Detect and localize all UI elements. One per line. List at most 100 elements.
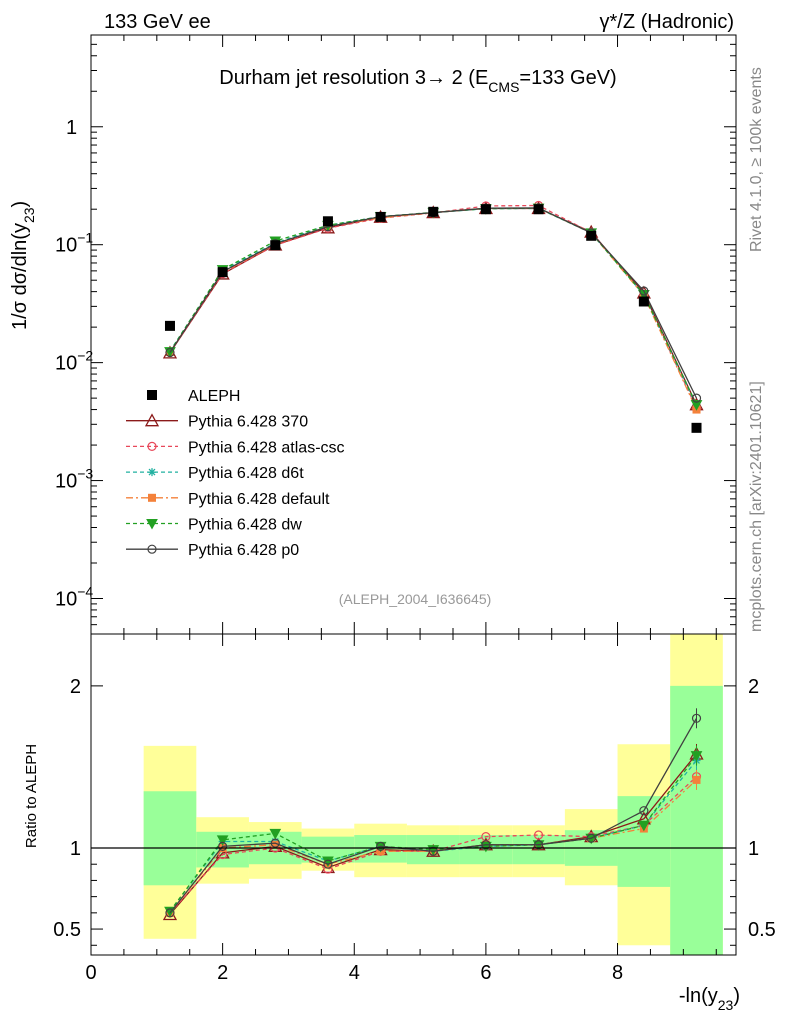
series-point: [691, 393, 702, 403]
legend-label: Pythia 6.428 370: [188, 414, 308, 431]
data-point: [586, 230, 597, 241]
series-point: [165, 347, 175, 358]
data-point: [375, 211, 386, 222]
legend-label: Pythia 6.428 default: [188, 491, 330, 508]
legend-label: Pythia 6.428 dw: [188, 517, 302, 534]
data-point: [428, 206, 439, 217]
main-y-tick-label: 10−4: [55, 583, 93, 610]
x-tick-label: 8: [612, 962, 623, 984]
x-axis-label: -ln(y23): [679, 985, 740, 1013]
legend-marker: [147, 441, 157, 451]
xlabel-subscript: 23: [718, 997, 734, 1013]
main-y-axis-label: 1/σ dσ/dln(y23): [9, 201, 37, 330]
analysis-watermark: (ALEPH_2004_I636645): [339, 591, 492, 607]
tick-exponent: −3: [77, 466, 93, 482]
x-tick-label: 6: [480, 962, 491, 984]
main-y-tick-label: 10−3: [55, 466, 93, 493]
main-y-tick-label: 1: [66, 117, 77, 139]
main-series-layer: [162, 200, 704, 433]
tick-exponent: −4: [77, 583, 93, 599]
ratio-point: [481, 840, 491, 850]
data-point: [164, 320, 175, 331]
data-point: [217, 267, 228, 278]
title-subscript: CMS: [488, 79, 519, 95]
main-title: Durham jet resolution 3→ 2 (ECMS=133 GeV…: [219, 67, 616, 95]
ratio-axes-box: [90, 633, 737, 956]
green-band: [670, 685, 723, 955]
tick-base: 10: [55, 588, 77, 610]
ratio-y-axis-label: Ratio to ALEPH: [23, 744, 40, 848]
main-y-tick-label: 10−2: [55, 348, 93, 375]
series-line: [169, 207, 698, 405]
data-point: [322, 216, 333, 227]
legend: ALEPH Pythia 6.428 370 Pythia 6.428 atlas-…: [126, 388, 345, 559]
legend-label: ALEPH: [188, 388, 240, 405]
xlabel-tail: ): [733, 985, 740, 1007]
legend-label: Pythia 6.428 p0: [188, 542, 299, 559]
series-line: [169, 207, 698, 399]
main-y-tick-label: 10−1: [55, 230, 93, 257]
legend-marker: [147, 390, 157, 400]
legend-label: Pythia 6.428 atlas-csc: [188, 439, 345, 456]
green-band: [143, 791, 197, 886]
ratio-point: [323, 859, 333, 869]
ratio-point: [218, 841, 228, 851]
legend-marker: [147, 544, 157, 554]
ratio-point: [270, 838, 280, 848]
data-point: [270, 240, 281, 251]
tick-base: 10: [55, 353, 77, 375]
series-point: [639, 286, 649, 296]
ratio-point: [690, 751, 703, 762]
ratio-point: [639, 806, 649, 816]
x-tick-label: 0: [85, 962, 96, 984]
series-line: [169, 207, 698, 405]
ratio-y-tick-label: 2: [748, 676, 759, 698]
ratio-point: [692, 775, 701, 784]
main-frame: 10−410−310−210−11: [55, 34, 737, 635]
title-tail: =133 GeV): [519, 67, 616, 89]
data-point: [533, 204, 544, 215]
series-point: [690, 400, 703, 411]
ylabel-tail: ): [9, 201, 31, 208]
data-point: [691, 422, 702, 433]
tick-base: 10: [55, 235, 77, 257]
ratio-point: [586, 833, 596, 843]
ratio-y-tick-label: 0.5: [748, 919, 776, 941]
x-tick-label: 4: [349, 962, 360, 984]
data-point: [638, 296, 649, 307]
ratio-series-line: [169, 779, 697, 914]
series-line: [169, 207, 698, 407]
series-line: [169, 207, 698, 410]
ratio-point: [533, 840, 544, 850]
legend-marker: [144, 413, 160, 427]
ratio-y-tick-label: 0.5: [53, 919, 81, 941]
legend-marker: [146, 519, 158, 530]
series-line: [169, 204, 698, 409]
header-left-label: 133 GeV ee: [104, 11, 211, 33]
ylabel-text: 1/σ dσ/dln(y: [9, 223, 31, 330]
ratio-point: [691, 713, 702, 723]
ratio-point: [271, 840, 280, 849]
ratio-frame: 0.5 0.5 1 1 2 2 0 2 4 6 8: [53, 633, 776, 984]
header-right-label: γ*/Z (Hadronic): [600, 11, 734, 33]
ylabel-subscript: 23: [21, 207, 37, 223]
ratio-y-tick-label: 1: [748, 838, 759, 860]
x-tick-label: 2: [217, 962, 228, 984]
legend-marker: [148, 493, 156, 502]
legend-marker: [148, 468, 156, 477]
ratio-point: [165, 908, 175, 918]
title-text: Durham jet resolution 3→ 2 (E: [219, 67, 488, 89]
ratio-point: [375, 841, 386, 851]
ratio-y-tick-label: 2: [70, 676, 81, 698]
ratio-point: [428, 846, 438, 856]
tick-exponent: −1: [77, 230, 93, 246]
ratio-uncertainty-bands: [143, 634, 723, 955]
ratio-point: [533, 830, 544, 840]
tick-exponent: −2: [77, 348, 93, 364]
ratio-series-line: [169, 717, 698, 914]
tick-base: 10: [55, 471, 77, 493]
rivet-version-label: Rivet 4.1.0, ≥ 100k events: [748, 67, 765, 252]
xlabel-text: -ln(y: [679, 985, 718, 1007]
ratio-y-tick-label: 1: [70, 838, 81, 860]
